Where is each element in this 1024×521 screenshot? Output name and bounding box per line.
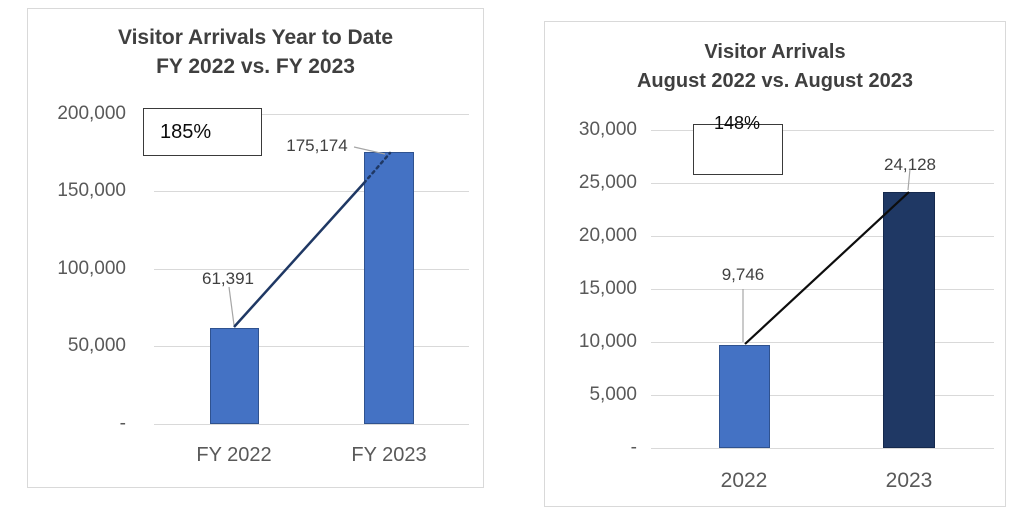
gridline [651, 183, 994, 184]
x-axis-label-fy2023: FY 2023 [351, 444, 427, 466]
chart-title-line2: FY 2022 vs. FY 2023 [156, 55, 355, 78]
gridline [154, 114, 469, 115]
data-label-fy2022: 61,391 [202, 269, 254, 288]
gridline [651, 289, 994, 290]
x-axis-label-fy2022: FY 2022 [196, 444, 272, 466]
gridline [651, 342, 994, 343]
chart-panel-august: Visitor Arrivals August 2022 vs. August … [544, 21, 1006, 507]
y-axis-tick: 100,000 [57, 258, 126, 279]
y-axis-tick: 10,000 [578, 331, 637, 352]
y-axis-tick: 15,000 [578, 278, 637, 299]
data-label-2023: 24,128 [884, 155, 936, 174]
chart-title-ytd: Visitor Arrivals Year to Date FY 2022 vs… [28, 23, 483, 81]
gridline [651, 236, 994, 237]
y-axis-tick: 200,000 [57, 103, 126, 124]
growth-callout-label: 148% [713, 113, 761, 133]
x-axis-label-2022: 2022 [720, 469, 768, 492]
bar-2023 [883, 192, 935, 448]
bar-fy2023 [364, 152, 414, 424]
y-axis-tick: - [630, 437, 637, 458]
y-axis-tick: 30,000 [578, 119, 637, 140]
chart-title-august: Visitor Arrivals August 2022 vs. August … [545, 38, 1005, 96]
chart-panel-ytd: Visitor Arrivals Year to Date FY 2022 vs… [27, 8, 484, 488]
gridline [154, 424, 469, 425]
growth-callout-label: 185% [160, 120, 212, 143]
gridline [651, 130, 994, 131]
chart-title-line2: August 2022 vs. August 2023 [636, 70, 914, 92]
y-axis-tick: 20,000 [578, 225, 637, 246]
trendline-solid [233, 182, 365, 328]
y-axis-tick: 150,000 [57, 180, 126, 201]
growth-callout-box: 185% [143, 108, 262, 156]
chart-title-line1: Visitor Arrivals Year to Date [117, 26, 394, 49]
gridline [651, 448, 994, 449]
y-axis-tick: 5,000 [589, 384, 637, 405]
data-label-2022: 9,746 [721, 265, 765, 284]
y-axis-tick: 50,000 [67, 335, 126, 356]
gridline [651, 395, 994, 396]
y-axis-tick: 25,000 [578, 172, 637, 193]
bar-fy2022 [210, 328, 259, 424]
growth-callout-box [693, 124, 783, 175]
bar-2022 [719, 345, 770, 448]
leader-line [228, 286, 235, 326]
chart-title-line1: Visitor Arrivals [704, 41, 846, 63]
gridline [154, 346, 469, 347]
gridline [154, 191, 469, 192]
x-axis-label-2023: 2023 [885, 469, 933, 492]
data-label-fy2023: 175,174 [286, 136, 348, 155]
y-axis-tick: - [119, 413, 126, 434]
